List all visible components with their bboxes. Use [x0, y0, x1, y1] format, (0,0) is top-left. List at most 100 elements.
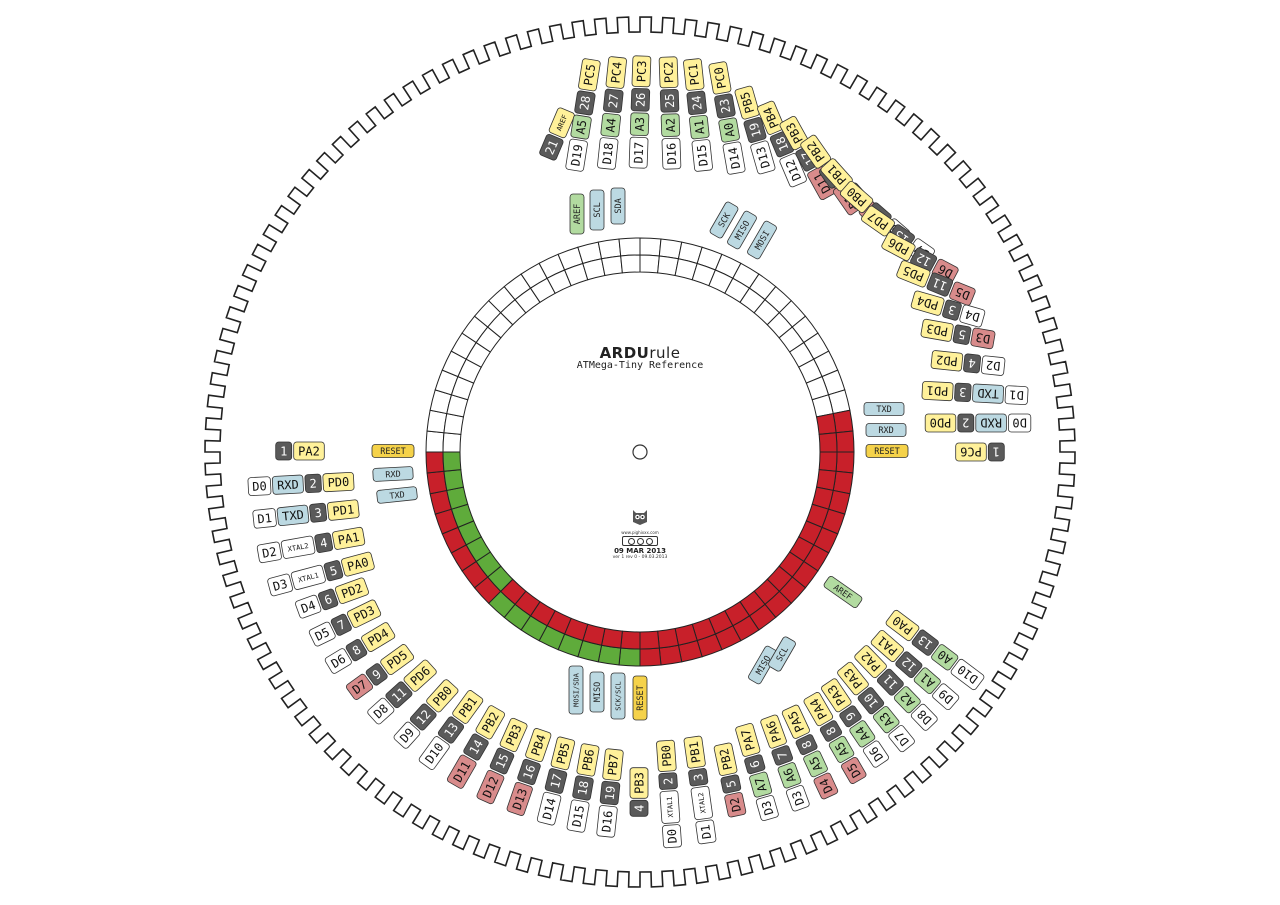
pin-pill	[597, 137, 619, 170]
pin-text: PC6	[960, 445, 982, 459]
function-label: TXD	[863, 402, 905, 416]
pin-text: PB1	[687, 740, 704, 763]
pin-text: PC4	[608, 61, 624, 84]
pin-pill	[628, 136, 649, 169]
pin-pill	[489, 747, 515, 775]
pin-row: D14 A0 23 PC0	[708, 61, 746, 175]
pin-text: D2	[261, 545, 278, 561]
pin-text: PA6	[764, 719, 785, 744]
pin-text: PC3	[634, 60, 649, 82]
pin-pill	[578, 58, 601, 92]
pin-text: A6	[781, 766, 799, 784]
pin-text: 3	[959, 385, 967, 399]
pin-text: D2	[985, 358, 1001, 373]
pin-pill	[795, 734, 818, 756]
pin-text: PD0	[327, 475, 349, 490]
pin-pill	[610, 672, 626, 720]
pin-pill	[334, 577, 369, 604]
pin-pill	[276, 504, 310, 527]
pin-pill	[324, 648, 352, 674]
attiny-bottom-right: D0 XTAL1 2 PB0 D1 XTAL2 3 PB1 D2 5 PB2 D3 A7 6 PA7 D3 A6…	[656, 609, 985, 849]
pin-pill	[857, 687, 885, 715]
pin-pill	[708, 61, 732, 95]
pin-text: D2	[727, 796, 744, 813]
pin-text: PB2	[717, 747, 735, 771]
pin-pill	[771, 745, 793, 766]
pin-text: TXD	[977, 386, 999, 401]
pin-text: 1	[993, 445, 1000, 459]
pin-row: D19 A5 28 PC5	[565, 58, 601, 172]
pin-row: D0 XTAL1 2 PB0	[656, 739, 682, 849]
pin-text: 2	[661, 777, 675, 785]
pin-text: D3	[271, 577, 289, 594]
outer-gear-edge	[204, 16, 1076, 888]
pin-text: PB7	[605, 753, 621, 776]
pin-row: D3 5 PD3	[920, 318, 996, 350]
pin-pill	[942, 299, 962, 321]
pin-pill	[629, 112, 650, 136]
pin-pill	[713, 742, 738, 776]
pin-pill	[841, 756, 867, 784]
pin-pill	[365, 663, 388, 686]
pin-text: PD4	[915, 293, 940, 312]
center-hole[interactable]	[632, 444, 648, 460]
pin-pill	[295, 594, 322, 619]
pin-row: D3 A7 6 PA7	[735, 723, 779, 821]
pin-pill	[572, 775, 594, 801]
pin-row: 1 PC6	[955, 442, 1005, 462]
pin-text: PD2	[935, 352, 958, 368]
pin-text: PA2	[298, 444, 320, 458]
pin-text: RXD	[385, 470, 401, 481]
pin-pill	[876, 668, 904, 696]
pin-text: PC0	[711, 66, 729, 90]
pin-text: MOSI/SDA	[573, 672, 581, 707]
pin-pill	[748, 645, 778, 685]
pin-pill	[437, 716, 465, 744]
pin-text: D6	[329, 652, 349, 671]
pin-pill	[709, 201, 739, 239]
pin-text: PB3	[632, 772, 646, 794]
pin-row: D3 A6 7 PA6	[760, 714, 810, 812]
pin-text: PA7	[738, 727, 757, 752]
pin-text: RXD	[878, 426, 893, 436]
pin-pill	[447, 754, 477, 789]
pin-pill	[631, 55, 652, 88]
pin-pill	[314, 532, 334, 553]
pin-pill	[304, 473, 322, 494]
pin-text: D4	[817, 776, 836, 795]
credit-block: www.pighixxx.com 09 MAR 2013 ver 1 rev 0…	[600, 508, 680, 560]
pin-row: D3 XTAL1 5 PA0	[267, 551, 375, 597]
pin-pill	[341, 551, 375, 577]
pin-pill	[661, 137, 682, 170]
ring-segment	[639, 647, 662, 667]
pin-pill	[920, 318, 954, 342]
pin-pill	[849, 720, 876, 748]
ring-segment	[442, 451, 462, 472]
pin-pill	[837, 661, 869, 696]
pin-pill	[372, 466, 414, 482]
pin-pill	[690, 785, 713, 821]
pin-text: RESET	[874, 447, 900, 457]
pin-text: D3	[759, 799, 776, 817]
pin-text: TXD	[876, 405, 891, 415]
pin-text: A4	[603, 117, 618, 133]
pin-pill	[452, 690, 484, 724]
pin-pill	[972, 383, 1005, 404]
pin-text: 26	[633, 92, 647, 107]
pin-pill	[330, 613, 352, 636]
pin-pill	[970, 327, 996, 350]
pin-row: D0 RXD 2 PD0	[247, 472, 355, 496]
pin-text: A5	[573, 119, 589, 135]
pin-text: PB5	[738, 90, 757, 115]
pin-pill	[755, 795, 779, 821]
pin-pill	[863, 740, 889, 768]
pin-text: 13	[441, 720, 461, 740]
pin-text: 2	[962, 416, 969, 430]
pin-pill	[987, 442, 1005, 462]
pin-row: D14 17 PB5	[536, 736, 576, 826]
pin-pill	[475, 705, 505, 740]
